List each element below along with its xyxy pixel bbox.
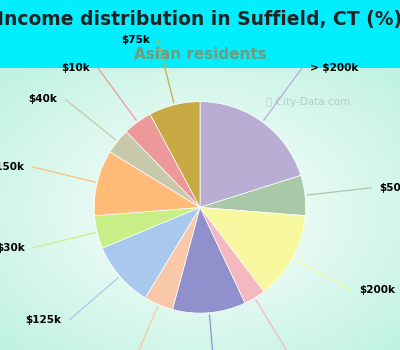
- Text: $125k: $125k: [26, 315, 62, 325]
- Text: $75k: $75k: [121, 35, 150, 45]
- Text: > $200k: > $200k: [310, 63, 358, 73]
- Text: $50k: $50k: [379, 183, 400, 193]
- Text: $200k: $200k: [359, 285, 395, 295]
- Text: $10k: $10k: [62, 63, 90, 73]
- Wedge shape: [145, 207, 200, 309]
- Wedge shape: [126, 114, 200, 207]
- Wedge shape: [172, 207, 245, 313]
- Wedge shape: [150, 102, 200, 207]
- Wedge shape: [110, 132, 200, 207]
- Text: $150k: $150k: [0, 162, 24, 172]
- Wedge shape: [102, 207, 200, 298]
- Wedge shape: [94, 207, 200, 248]
- Text: Income distribution in Suffield, CT (%): Income distribution in Suffield, CT (%): [0, 9, 400, 29]
- Wedge shape: [200, 102, 301, 207]
- Text: ⓘ City-Data.com: ⓘ City-Data.com: [266, 97, 350, 107]
- Wedge shape: [200, 207, 264, 303]
- Wedge shape: [94, 152, 200, 216]
- Wedge shape: [200, 175, 306, 216]
- Text: Asian residents: Asian residents: [134, 47, 266, 62]
- Wedge shape: [200, 207, 306, 292]
- Text: $40k: $40k: [29, 94, 58, 105]
- Text: $30k: $30k: [0, 243, 24, 253]
